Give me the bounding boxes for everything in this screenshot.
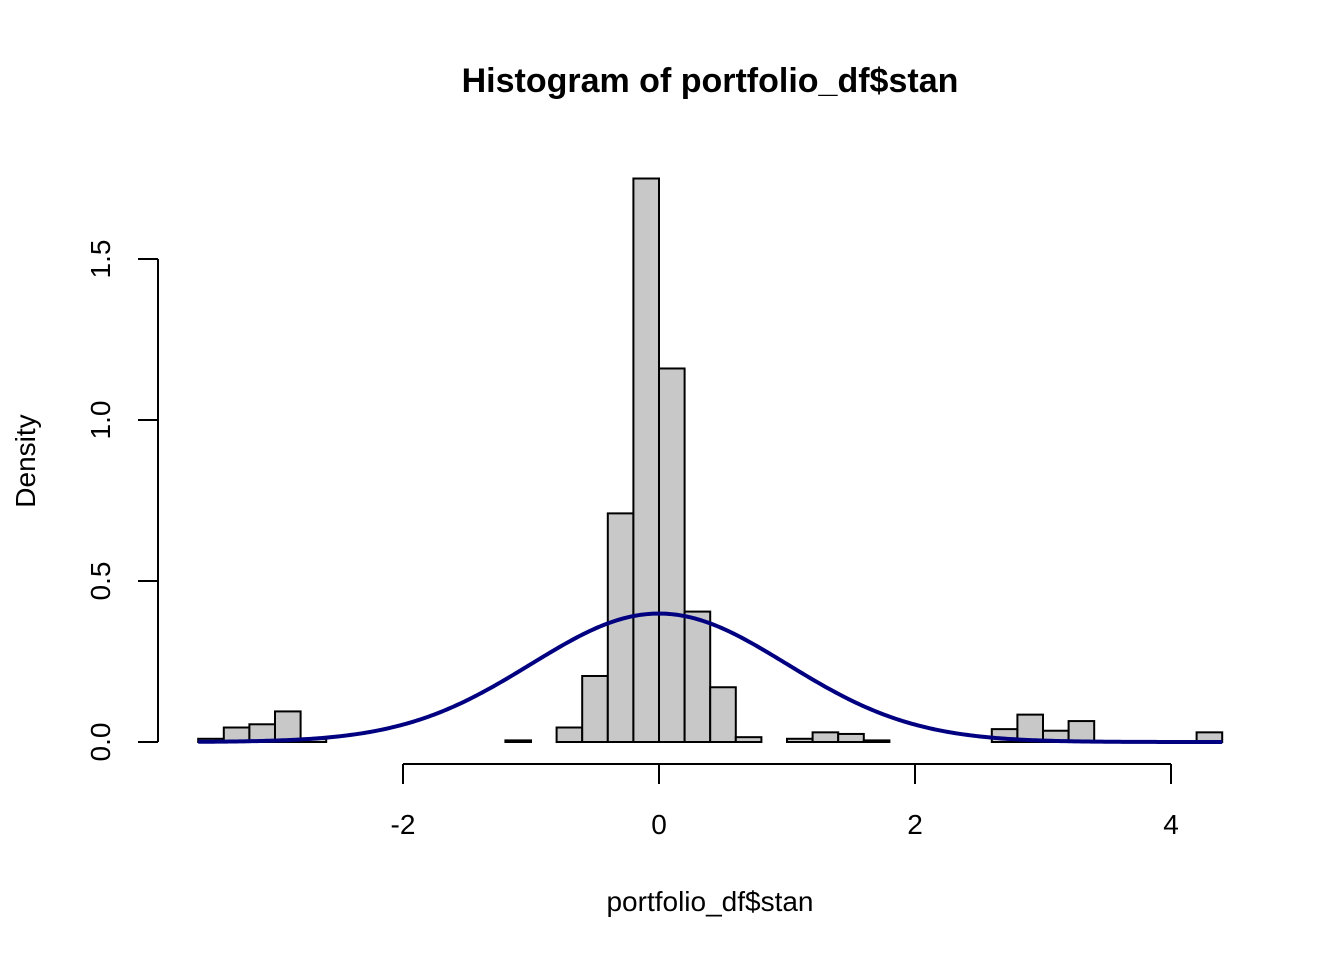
x-tick-label: 4 xyxy=(1163,809,1179,840)
histogram-bar xyxy=(274,710,302,743)
normal-density-curve xyxy=(198,611,1223,744)
histogram-bar xyxy=(555,726,584,744)
histogram-bar xyxy=(632,177,661,743)
y-tick-label: 1.0 xyxy=(85,401,116,440)
y-tick-label: 0.5 xyxy=(85,562,116,601)
histogram-bar xyxy=(581,674,609,743)
y-tick-label: 1.5 xyxy=(85,240,116,279)
histogram-bar xyxy=(606,512,635,743)
y-axis: 0.0 0.5 1.0 1.5 xyxy=(85,240,159,762)
x-axis: -2 0 2 4 xyxy=(391,763,1179,840)
y-axis-label: Density xyxy=(10,414,41,507)
histogram-bars xyxy=(197,177,1224,744)
x-tick-label: -2 xyxy=(391,809,416,840)
x-tick-label: 2 xyxy=(907,809,923,840)
histogram-bar xyxy=(1067,720,1096,744)
x-axis-label: portfolio_df$stan xyxy=(606,886,813,917)
histogram-bar xyxy=(658,367,686,743)
chart-title: Histogram of portfolio_df$stan xyxy=(462,62,959,100)
histogram-bar xyxy=(786,737,814,744)
histogram-bar xyxy=(862,739,891,744)
x-tick-label: 0 xyxy=(651,809,667,840)
histogram-bar xyxy=(504,739,532,744)
histogram-bar xyxy=(709,686,737,744)
histogram-bar xyxy=(683,610,712,744)
histogram-bar xyxy=(811,731,840,744)
y-tick-label: 0.0 xyxy=(85,723,116,762)
histogram-bar xyxy=(734,736,763,743)
histogram-bar xyxy=(837,732,865,744)
